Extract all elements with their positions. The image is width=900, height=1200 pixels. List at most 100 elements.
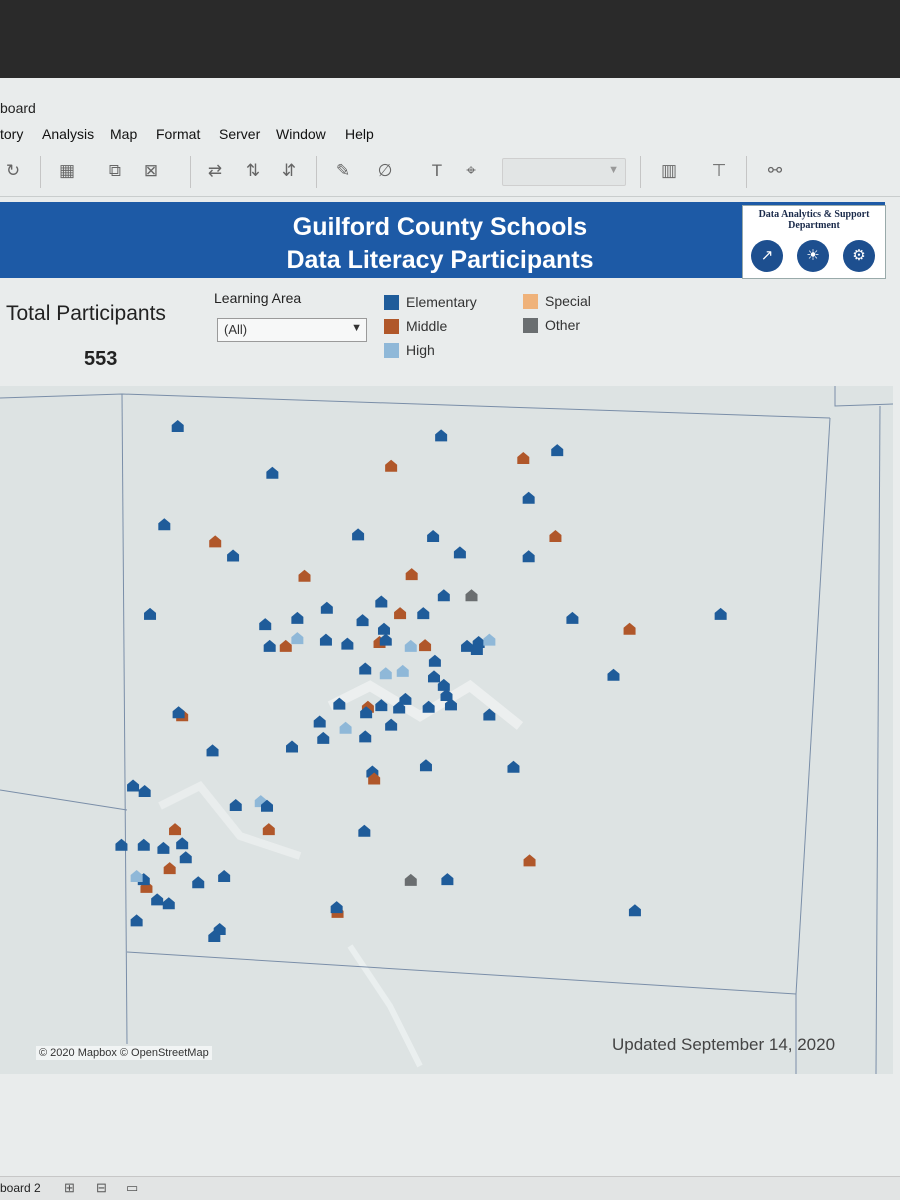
school-marker[interactable]	[399, 692, 412, 705]
school-marker[interactable]	[419, 759, 432, 772]
school-marker[interactable]	[317, 731, 330, 744]
school-marker[interactable]	[171, 420, 184, 432]
school-marker[interactable]	[179, 851, 192, 864]
school-marker[interactable]	[352, 528, 365, 541]
pin-icon[interactable]: ⌖	[466, 161, 476, 180]
new-worksheet-tab-icon[interactable]: ⊞	[64, 1180, 75, 1195]
fit-dropdown[interactable]: ▼	[502, 158, 626, 186]
sort-ascending-icon[interactable]: ⇅	[245, 161, 261, 180]
school-marker[interactable]	[176, 837, 189, 850]
new-worksheet-icon[interactable]: ▦	[58, 161, 76, 180]
school-marker[interactable]	[330, 901, 343, 914]
school-marker[interactable]	[507, 760, 520, 773]
school-marker[interactable]	[379, 667, 392, 680]
school-marker[interactable]	[319, 633, 332, 646]
school-marker[interactable]	[158, 518, 171, 531]
school-marker[interactable]	[377, 622, 390, 635]
menu-server[interactable]: Server	[219, 126, 261, 142]
school-marker[interactable]	[137, 838, 150, 851]
school-marker[interactable]	[523, 854, 536, 867]
clear-sheet-icon[interactable]: ⊠	[143, 161, 159, 180]
school-marker[interactable]	[259, 618, 272, 631]
school-marker[interactable]	[359, 662, 372, 675]
school-marker[interactable]	[623, 622, 636, 635]
label-icon[interactable]: T	[431, 161, 443, 180]
school-marker[interactable]	[144, 607, 157, 620]
school-marker[interactable]	[607, 668, 620, 681]
school-marker[interactable]	[628, 904, 641, 917]
school-marker[interactable]	[151, 893, 164, 906]
school-marker[interactable]	[714, 607, 727, 620]
school-marker[interactable]	[163, 862, 176, 875]
school-marker[interactable]	[375, 699, 388, 712]
share-icon[interactable]: ⚯	[767, 161, 783, 180]
school-marker[interactable]	[405, 568, 418, 581]
school-marker[interactable]	[358, 824, 371, 837]
school-marker[interactable]	[130, 914, 143, 927]
school-marker[interactable]	[227, 549, 240, 562]
school-marker[interactable]	[218, 869, 231, 882]
school-marker[interactable]	[522, 491, 535, 504]
menu-format[interactable]: Format	[156, 126, 201, 142]
school-marker[interactable]	[339, 721, 352, 734]
school-marker[interactable]	[359, 730, 372, 743]
school-marker[interactable]	[356, 614, 369, 627]
school-marker[interactable]	[279, 639, 292, 652]
school-marker[interactable]	[169, 823, 182, 836]
school-marker[interactable]	[209, 535, 222, 548]
school-marker[interactable]	[404, 873, 417, 886]
school-marker[interactable]	[396, 664, 409, 677]
tab-dashboard-2[interactable]: board 2	[0, 1181, 41, 1195]
school-marker[interactable]	[263, 639, 276, 652]
school-marker[interactable]	[566, 611, 579, 624]
map-attribution[interactable]: © 2020 Mapbox © OpenStreetMap	[36, 1046, 212, 1060]
school-marker[interactable]	[385, 459, 398, 472]
menu-story[interactable]: tory	[0, 126, 24, 142]
map-canvas[interactable]	[0, 386, 893, 1074]
school-marker[interactable]	[157, 841, 170, 854]
school-marker[interactable]	[440, 689, 453, 702]
school-marker[interactable]	[470, 643, 483, 656]
school-marker[interactable]	[291, 611, 304, 624]
school-marker[interactable]	[130, 869, 143, 882]
school-marker[interactable]	[192, 876, 205, 889]
school-marker[interactable]	[394, 607, 407, 620]
school-marker[interactable]	[427, 670, 440, 683]
school-marker[interactable]	[375, 595, 388, 608]
school-marker[interactable]	[291, 632, 304, 645]
school-marker[interactable]	[483, 708, 496, 721]
menu-analysis[interactable]: Analysis	[42, 126, 95, 142]
school-marker[interactable]	[127, 779, 140, 792]
school-marker[interactable]	[551, 444, 564, 457]
school-marker[interactable]	[437, 678, 450, 691]
school-marker[interactable]	[286, 740, 299, 753]
school-marker[interactable]	[162, 897, 175, 910]
school-marker[interactable]	[453, 546, 466, 559]
school-marker[interactable]	[138, 784, 151, 797]
sort-descending-icon[interactable]: ⇵	[281, 161, 297, 180]
new-story-tab-icon[interactable]: ▭	[126, 1180, 139, 1195]
school-marker[interactable]	[393, 701, 406, 714]
school-marker[interactable]	[368, 772, 381, 785]
new-dashboard-tab-icon[interactable]: ⊟	[96, 1180, 107, 1195]
school-marker[interactable]	[208, 930, 221, 942]
school-marker[interactable]	[441, 873, 454, 886]
highlight-icon[interactable]: ✎	[335, 161, 351, 180]
school-marker[interactable]	[444, 698, 457, 711]
school-marker[interactable]	[229, 798, 242, 811]
school-marker[interactable]	[522, 550, 535, 563]
menu-help[interactable]: Help	[345, 126, 374, 142]
group-icon[interactable]: ∅	[377, 161, 393, 180]
school-map[interactable]	[0, 386, 893, 1074]
school-marker[interactable]	[549, 529, 562, 542]
school-marker[interactable]	[427, 529, 440, 542]
school-marker[interactable]	[483, 633, 496, 646]
swap-icon[interactable]: ⇄	[207, 161, 223, 180]
learning-area-select[interactable]: (All) ▼	[217, 318, 367, 342]
school-marker[interactable]	[435, 429, 448, 442]
school-marker[interactable]	[360, 706, 373, 719]
school-marker[interactable]	[298, 569, 311, 582]
school-marker[interactable]	[333, 697, 346, 710]
school-marker[interactable]	[428, 654, 441, 667]
school-marker[interactable]	[379, 633, 392, 646]
